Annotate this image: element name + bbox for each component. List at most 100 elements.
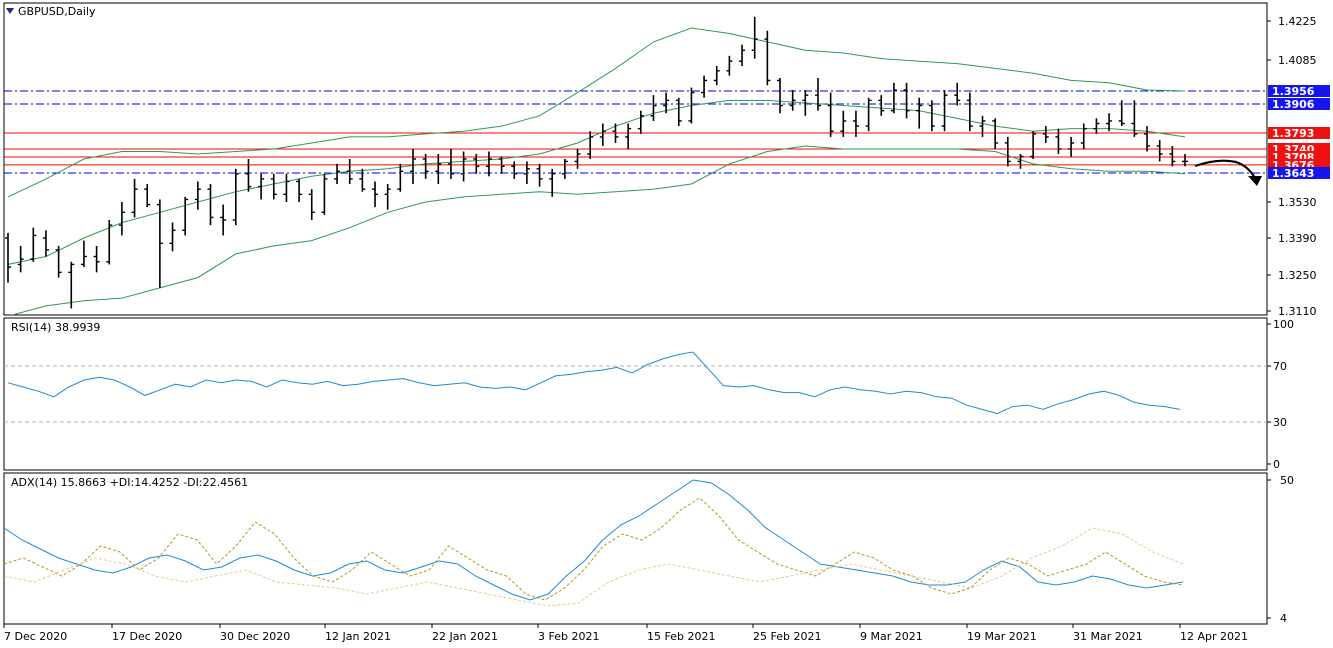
price-bar[interactable] <box>1131 100 1138 137</box>
price-bar[interactable] <box>523 161 530 185</box>
price-bar[interactable] <box>169 222 176 252</box>
price-bar[interactable] <box>1017 154 1024 169</box>
price-bar[interactable] <box>587 131 594 159</box>
price-bar[interactable] <box>397 163 404 192</box>
price-bar[interactable] <box>283 173 290 202</box>
rsi-plot-area[interactable] <box>4 351 1267 423</box>
price-bar[interactable] <box>713 66 720 86</box>
price-bar[interactable] <box>245 158 252 192</box>
price-bar[interactable] <box>1118 100 1125 127</box>
adx-plot-area[interactable] <box>4 479 1184 607</box>
price-bar[interactable] <box>422 154 429 179</box>
price-bar[interactable] <box>511 161 518 179</box>
price-bar[interactable] <box>473 154 480 174</box>
price-bar[interactable] <box>1004 136 1011 167</box>
price-bar[interactable] <box>840 110 847 137</box>
price-bar[interactable] <box>650 95 657 121</box>
price-bar[interactable] <box>5 232 11 283</box>
price-bar[interactable] <box>726 55 733 76</box>
price-bar[interactable] <box>30 227 37 262</box>
price-bar[interactable] <box>1042 126 1049 143</box>
price-bar[interactable] <box>802 90 809 116</box>
price-bar[interactable] <box>17 245 24 273</box>
price-bar[interactable] <box>1182 154 1188 167</box>
price-bar[interactable] <box>814 78 821 111</box>
price-bar[interactable] <box>1030 131 1037 159</box>
price-bar[interactable] <box>966 92 973 132</box>
price-bar[interactable] <box>93 245 100 273</box>
price-bar[interactable] <box>372 181 379 208</box>
price-bar[interactable] <box>663 92 670 114</box>
price-bar[interactable] <box>321 173 328 215</box>
price-bar[interactable] <box>599 123 606 146</box>
price-bar[interactable] <box>789 90 796 111</box>
price-plot-area[interactable] <box>4 16 1267 316</box>
price-bar[interactable] <box>194 181 201 210</box>
level-badge <box>1268 85 1330 97</box>
price-bar[interactable] <box>346 158 353 185</box>
price-bar[interactable] <box>536 163 543 187</box>
price-bar[interactable] <box>751 16 758 59</box>
price-bar[interactable] <box>435 154 442 185</box>
price-bar[interactable] <box>258 173 265 200</box>
price-bar[interactable] <box>68 261 75 309</box>
price-bar[interactable] <box>903 82 910 119</box>
price-bar[interactable] <box>561 158 568 179</box>
price-bar[interactable] <box>156 199 163 288</box>
price-bar[interactable] <box>1156 139 1163 162</box>
price-bar[interactable] <box>485 151 492 177</box>
price-bar[interactable] <box>1080 123 1087 149</box>
price-bar[interactable] <box>384 184 391 210</box>
price-bar[interactable] <box>865 97 872 132</box>
price-bar[interactable] <box>55 245 62 278</box>
price-bar[interactable] <box>701 75 708 98</box>
date-tick-label: 15 Feb 2021 <box>647 630 715 643</box>
price-bar[interactable] <box>42 230 49 257</box>
price-bar[interactable] <box>1068 136 1075 157</box>
price-bar[interactable] <box>359 168 366 192</box>
price-bar[interactable] <box>270 173 277 200</box>
price-bar[interactable] <box>675 97 682 127</box>
price-bar[interactable] <box>144 184 151 208</box>
price-bar[interactable] <box>827 92 834 137</box>
price-bar[interactable] <box>941 90 948 132</box>
price-bar[interactable] <box>232 168 239 226</box>
triangle-down-icon[interactable] <box>6 8 14 14</box>
price-bar[interactable] <box>777 78 784 114</box>
price-bar[interactable] <box>1093 118 1100 134</box>
price-bar[interactable] <box>878 95 885 116</box>
price-bar[interactable] <box>1169 145 1176 167</box>
price-bar[interactable] <box>1055 128 1062 154</box>
price-bar[interactable] <box>928 100 935 132</box>
price-bar[interactable] <box>764 30 771 86</box>
price-bar[interactable] <box>131 178 138 218</box>
price-bar[interactable] <box>207 184 214 226</box>
price-bar[interactable] <box>1106 113 1113 132</box>
price-bar[interactable] <box>1144 126 1151 152</box>
price-bar[interactable] <box>498 156 505 174</box>
price-bar[interactable] <box>916 97 923 129</box>
price-bar[interactable] <box>106 220 113 265</box>
price-bar[interactable] <box>688 87 695 124</box>
price-bar[interactable] <box>80 240 87 268</box>
price-bar[interactable] <box>308 189 315 220</box>
price-bar[interactable] <box>992 118 999 149</box>
price-bar[interactable] <box>852 110 859 137</box>
price-bar[interactable] <box>296 178 303 202</box>
price-bar[interactable] <box>979 115 986 137</box>
price-bar[interactable] <box>182 196 189 236</box>
price-bar[interactable] <box>954 82 961 106</box>
price-bar[interactable] <box>637 110 644 134</box>
price-bar[interactable] <box>220 204 227 236</box>
price-bar[interactable] <box>612 123 619 143</box>
price-bar[interactable] <box>574 149 581 169</box>
price-bar[interactable] <box>447 149 454 179</box>
price-bar[interactable] <box>739 44 746 67</box>
price-bar[interactable] <box>549 168 556 197</box>
price-bar[interactable] <box>890 82 897 114</box>
price-bar[interactable] <box>625 123 632 149</box>
price-bar[interactable] <box>460 151 467 182</box>
price-bar[interactable] <box>334 163 341 185</box>
price-bar[interactable] <box>118 202 125 236</box>
price-bar[interactable] <box>409 149 416 185</box>
